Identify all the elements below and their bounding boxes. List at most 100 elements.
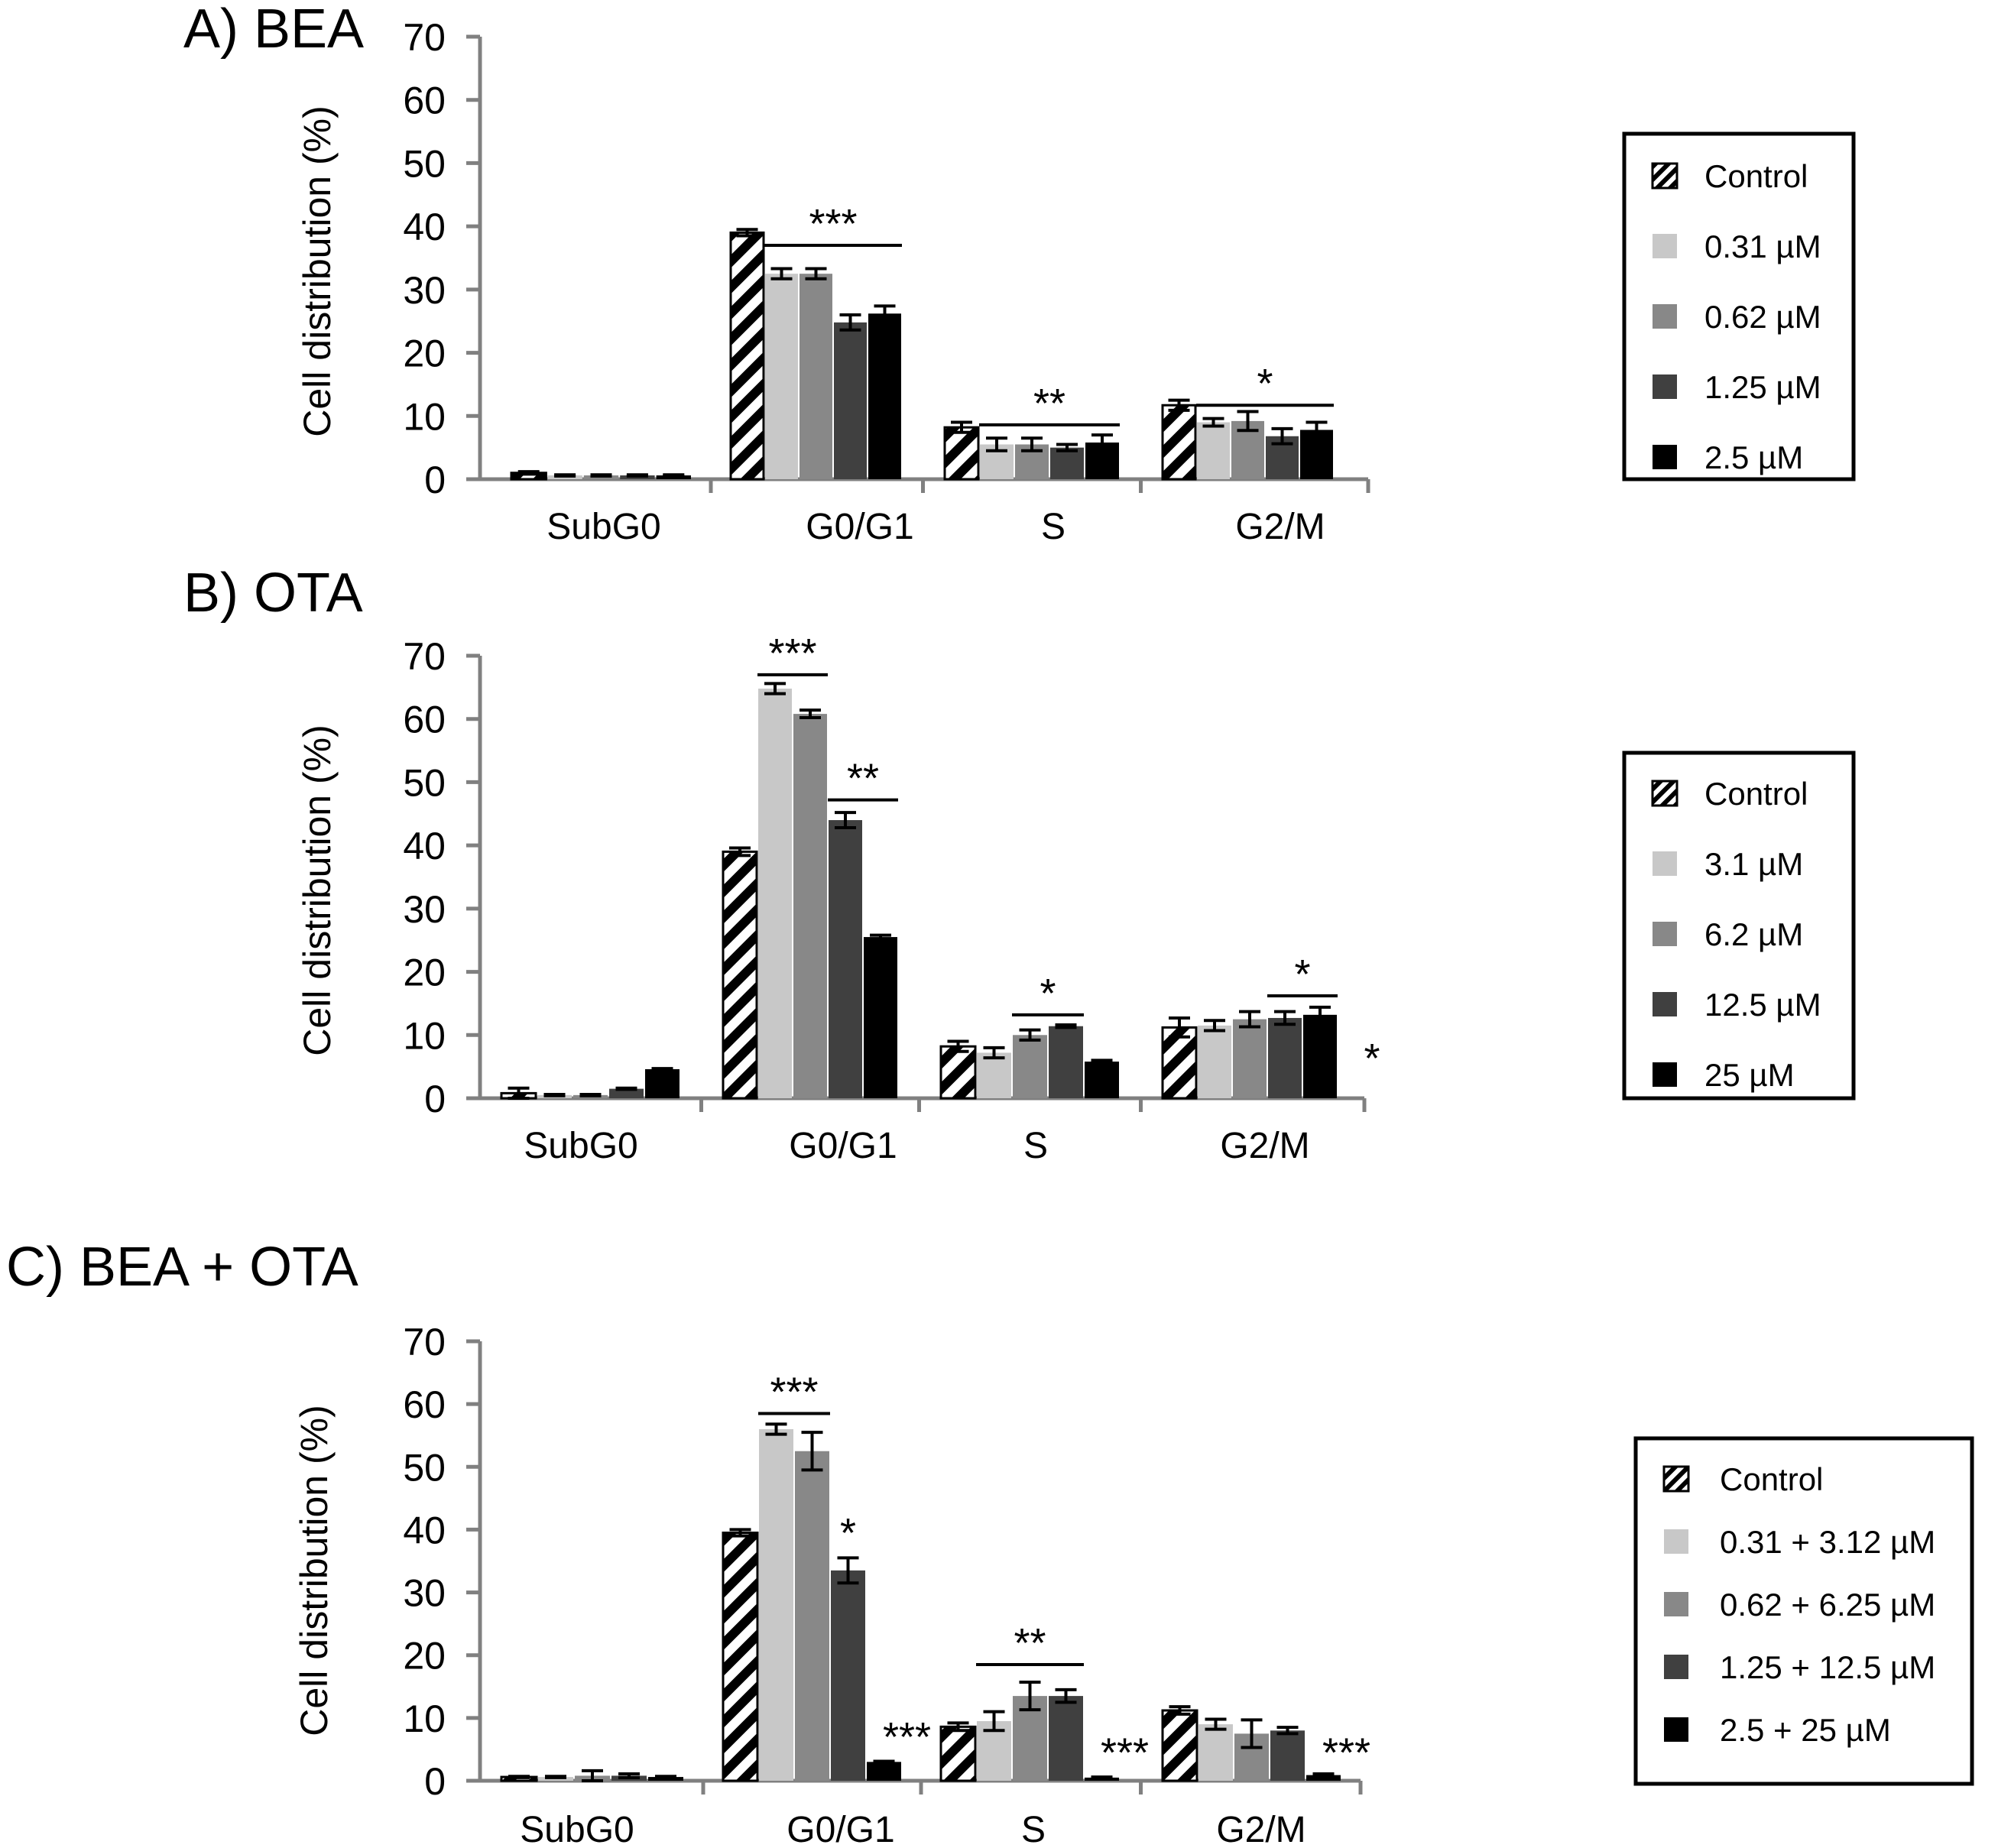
legend-c-box (1633, 1436, 1974, 1786)
bar (800, 274, 832, 479)
bar (939, 1045, 977, 1100)
x-tick-label: G2/M (1235, 507, 1325, 547)
x-tick-label: G2/M (1216, 1810, 1306, 1848)
bar (867, 1762, 901, 1781)
bar (1270, 1730, 1305, 1781)
bar (759, 1429, 793, 1781)
legend-swatch (1653, 851, 1677, 876)
legend-label: 2.5 + 25 µM (1720, 1712, 1891, 1748)
legend-label: Control (1704, 776, 1808, 812)
y-tick-label: 60 (403, 699, 446, 741)
y-tick-label: 70 (403, 16, 446, 59)
legend-label: 0.31 + 3.12 µM (1720, 1524, 1935, 1560)
significance-label: *** (883, 1714, 931, 1760)
bar (1198, 1025, 1231, 1098)
legend-swatch (1653, 1062, 1677, 1087)
significance-label: * (1364, 1036, 1380, 1081)
panel-b: B) OTA Cell distribution (%) 0 10 20 30 40 50… (183, 563, 1856, 1166)
legend-swatch (1653, 234, 1677, 258)
panel-b-ylabel: Cell distribution (%) (296, 725, 339, 1055)
legend-swatch (1653, 304, 1677, 329)
bar (1161, 404, 1197, 481)
legend-swatch (1664, 1592, 1688, 1616)
y-tick-label: 30 (403, 1572, 446, 1615)
y-tick-label: 20 (403, 332, 446, 375)
legend-swatch (1653, 992, 1677, 1016)
bar (834, 322, 867, 479)
y-tick-label: 20 (403, 1635, 446, 1678)
legend-label: 1.25 + 12.5 µM (1720, 1649, 1935, 1685)
y-tick-label: 30 (403, 888, 446, 931)
legend-swatch (1653, 922, 1677, 946)
y-tick-label: 50 (403, 761, 446, 804)
legend-swatch (1653, 374, 1677, 399)
legend-swatch (1664, 1529, 1688, 1554)
significance-label: *** (809, 201, 857, 247)
bar (977, 1052, 1011, 1098)
y-tick-label: 20 (403, 952, 446, 994)
panel-a-title: A) BEA (183, 0, 364, 60)
significance-label: * (1257, 361, 1273, 407)
bar (765, 274, 798, 479)
significance-label: *** (1101, 1730, 1149, 1776)
significance-label: ** (1014, 1620, 1046, 1666)
panel-a: A) BEA Cell distribution (%) 0 10 20 30 40 50… (183, 0, 1856, 547)
y-tick-label: 0 (424, 1078, 446, 1120)
x-tick-label: SubG0 (520, 1810, 634, 1848)
bar (1049, 1026, 1083, 1098)
y-tick-label: 60 (403, 79, 446, 122)
y-tick-label: 40 (403, 825, 446, 867)
significance-label: *** (1322, 1730, 1370, 1776)
legend-swatch (1664, 1717, 1688, 1742)
significance-label: ** (1033, 381, 1065, 426)
legend-swatch (1664, 1655, 1688, 1679)
significance-label: * (1040, 971, 1056, 1016)
bar (1233, 1019, 1267, 1098)
legend-label: 0.31 µM (1704, 229, 1821, 264)
legend-swatch (1651, 162, 1679, 190)
legend-label: 0.62 µM (1704, 299, 1821, 335)
panel-a-legend: Control 0.31 µM 0.62 µM 1.25 µM 2.5 µM (1622, 131, 1856, 481)
bar (1303, 1014, 1337, 1098)
bar (1198, 1724, 1233, 1781)
y-tick-label: 30 (403, 269, 446, 312)
legend-label: 1.25 µM (1704, 369, 1821, 405)
bar (1161, 1026, 1198, 1100)
significance-label: *** (768, 631, 816, 676)
y-tick-label: 40 (403, 1509, 446, 1551)
bar (829, 820, 862, 1098)
bar (722, 1532, 759, 1782)
bar (1049, 1696, 1083, 1781)
bar (795, 1451, 829, 1781)
legend-label: 3.1 µM (1704, 846, 1803, 882)
legend-label: Control (1720, 1461, 1823, 1497)
y-tick-label: 0 (424, 1760, 446, 1803)
x-tick-label: G0/G1 (789, 1126, 897, 1166)
y-tick-label: 70 (403, 635, 446, 678)
y-tick-label: 10 (403, 395, 446, 438)
y-tick-label: 10 (403, 1014, 446, 1057)
significance-label: * (1294, 952, 1310, 997)
x-tick-label: G2/M (1220, 1126, 1309, 1166)
bar (939, 1725, 977, 1782)
y-tick-label: 50 (403, 1446, 446, 1489)
significance-label: ** (847, 756, 879, 802)
legend-a-box (1622, 131, 1856, 481)
bar (609, 1088, 644, 1098)
bar (645, 1068, 680, 1098)
y-tick-label: 10 (403, 1697, 446, 1740)
legend-label: 25 µM (1704, 1057, 1795, 1093)
legend-label: 2.5 µM (1704, 439, 1803, 475)
bar (831, 1570, 865, 1781)
y-tick-label: 0 (424, 459, 446, 501)
bar (868, 313, 901, 479)
bar (722, 850, 758, 1100)
panel-b-title: B) OTA (183, 563, 363, 624)
legend-swatch (1653, 445, 1677, 469)
panel-b-legend: Control 3.1 µM 6.2 µM 12.5 µM 25 µM (1622, 751, 1856, 1101)
bar (758, 689, 792, 1098)
legend-label: Control (1704, 158, 1808, 194)
